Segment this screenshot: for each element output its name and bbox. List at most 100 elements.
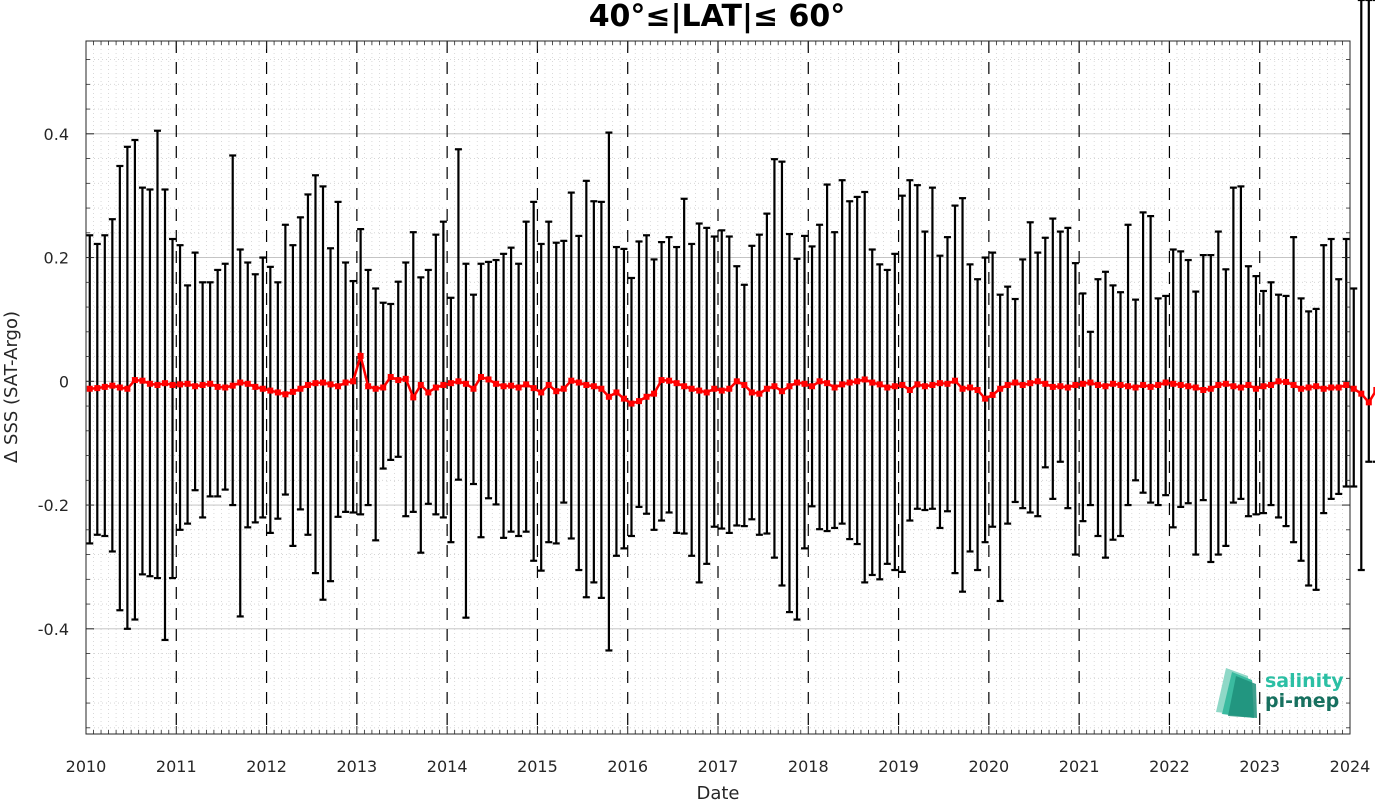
mean-point <box>982 395 989 402</box>
errorbar <box>221 262 229 491</box>
mean-point <box>1252 385 1259 392</box>
errorbar <box>785 232 793 614</box>
errorbar <box>1064 226 1072 510</box>
errorbar <box>710 235 718 528</box>
errorbar <box>387 302 395 461</box>
mean-point <box>952 377 958 384</box>
mean-point <box>229 382 236 389</box>
mean-point <box>906 386 913 393</box>
errorbar <box>1162 294 1170 497</box>
mean-point <box>1215 382 1222 389</box>
errorbar <box>439 220 447 519</box>
errorbar <box>560 239 568 504</box>
mean-point <box>854 378 861 385</box>
errorbar <box>853 195 861 546</box>
errorbar <box>281 223 289 496</box>
mean-point <box>493 380 500 387</box>
mean-point <box>1034 378 1041 385</box>
errorbar <box>432 233 440 516</box>
y-tick-label: 0.4 <box>44 125 69 144</box>
mean-point <box>974 386 981 393</box>
x-tick-label: 2023 <box>1239 757 1280 776</box>
x-tick-label: 2020 <box>968 757 1009 776</box>
errorbar <box>928 186 936 510</box>
mean-point <box>1343 382 1350 389</box>
mean-point <box>1185 383 1192 390</box>
x-tick-label: 2019 <box>878 757 919 776</box>
mean-point <box>425 389 432 396</box>
mean-point <box>1042 380 1049 387</box>
mean-point <box>162 380 168 387</box>
mean-point <box>771 383 778 390</box>
mean-point <box>478 373 484 380</box>
mean-point <box>447 380 454 387</box>
errorbar <box>176 244 184 531</box>
mean-point <box>884 384 891 391</box>
errorbar <box>477 262 485 539</box>
mean-point <box>936 380 943 387</box>
axis-ticks: -0.4 -0.2 0 0.2 0.4 2010 2011 2012 2013 2014 2015 2… <box>38 41 1370 776</box>
errorbar <box>906 179 914 522</box>
mean-point <box>1079 380 1086 387</box>
mean-point <box>1373 386 1375 393</box>
mean-point <box>417 382 424 389</box>
errorbar <box>943 236 951 513</box>
mean-point <box>1155 382 1162 389</box>
errorbar <box>597 200 605 599</box>
errorbar <box>507 246 515 533</box>
errorbar <box>680 197 688 535</box>
errorbar <box>206 281 214 498</box>
errorbar <box>1282 294 1290 528</box>
errorbar <box>1290 236 1298 544</box>
mean-point <box>688 385 695 392</box>
errorbar <box>575 234 583 572</box>
mean-point <box>86 385 93 392</box>
errorbar <box>921 230 929 512</box>
errorbar <box>522 220 530 533</box>
errorbar <box>1357 0 1365 572</box>
errorbar <box>161 188 169 642</box>
mean-point <box>1260 383 1267 390</box>
errorbar <box>959 197 967 593</box>
errorbar <box>409 231 417 513</box>
errorbar <box>199 281 207 519</box>
mean-point <box>365 383 372 390</box>
errorbar <box>612 245 620 557</box>
errorbar <box>1147 215 1155 504</box>
mean-point <box>1102 383 1109 390</box>
mean-point <box>154 382 161 389</box>
mean-point <box>733 378 740 385</box>
mean-point <box>636 398 642 405</box>
errorbar <box>1154 297 1162 507</box>
errorbar <box>1124 223 1132 507</box>
errorbar <box>394 280 402 458</box>
errorbar <box>342 261 350 513</box>
mean-point <box>628 400 635 407</box>
mean-point <box>598 385 605 392</box>
mean-point <box>538 389 545 396</box>
errorbar <box>582 179 590 599</box>
mean-point <box>831 384 838 391</box>
mean-point <box>1012 379 1019 386</box>
mean-point <box>259 385 266 392</box>
y-tick-label: 0 <box>59 372 69 391</box>
mean-point <box>1298 385 1305 392</box>
mean-point <box>1170 380 1177 387</box>
mean-point <box>1087 379 1094 386</box>
errorbar <box>688 242 696 557</box>
errorbar <box>1222 268 1230 548</box>
mean-point <box>192 383 199 390</box>
errorbar <box>1071 262 1079 556</box>
errorbar <box>1312 307 1320 591</box>
mean-point <box>816 378 823 385</box>
mean-point <box>94 385 101 392</box>
errorbar <box>1372 0 1375 463</box>
mean-point <box>1192 384 1199 391</box>
errorbar <box>951 204 959 575</box>
errorbar <box>808 245 816 508</box>
mean-point <box>703 389 710 396</box>
y-tick-label: -0.4 <box>38 620 69 639</box>
errorbar <box>1177 250 1185 509</box>
mean-point <box>312 380 319 387</box>
errorbar <box>500 252 508 539</box>
